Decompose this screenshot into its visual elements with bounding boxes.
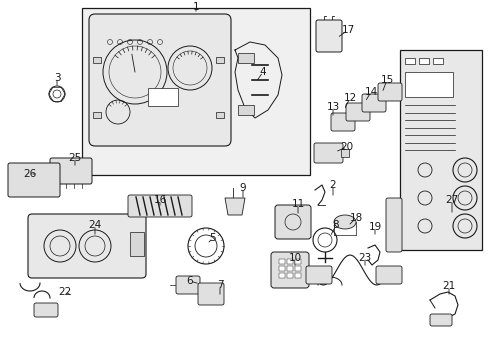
Bar xyxy=(294,273,301,278)
FancyBboxPatch shape xyxy=(198,283,224,305)
Text: 23: 23 xyxy=(358,253,371,263)
Bar xyxy=(238,53,253,63)
Text: 9: 9 xyxy=(239,183,246,193)
Bar xyxy=(216,57,224,63)
Bar xyxy=(404,58,414,64)
Polygon shape xyxy=(224,198,244,215)
Text: 15: 15 xyxy=(380,75,393,85)
FancyBboxPatch shape xyxy=(429,314,451,326)
Bar xyxy=(148,88,178,106)
Text: 1: 1 xyxy=(192,2,199,12)
Bar xyxy=(93,57,101,63)
FancyBboxPatch shape xyxy=(176,276,200,294)
Bar xyxy=(418,58,428,64)
Bar xyxy=(130,232,143,256)
Bar xyxy=(216,112,224,118)
FancyBboxPatch shape xyxy=(385,198,401,252)
FancyBboxPatch shape xyxy=(313,143,342,163)
Bar xyxy=(399,50,481,250)
Text: 19: 19 xyxy=(367,222,381,232)
Text: 4: 4 xyxy=(259,67,266,77)
Text: 11: 11 xyxy=(291,199,304,209)
Text: 8: 8 xyxy=(332,220,339,230)
Text: 18: 18 xyxy=(348,213,362,223)
Text: 2: 2 xyxy=(329,180,336,190)
Text: 26: 26 xyxy=(23,169,37,179)
Text: 10: 10 xyxy=(288,253,301,263)
Bar xyxy=(294,266,301,271)
FancyBboxPatch shape xyxy=(375,266,401,284)
FancyBboxPatch shape xyxy=(28,214,146,278)
Text: 6: 6 xyxy=(186,276,193,286)
Bar xyxy=(432,58,442,64)
FancyBboxPatch shape xyxy=(89,14,230,146)
Bar xyxy=(279,259,285,264)
Ellipse shape xyxy=(333,215,355,229)
Bar xyxy=(404,72,452,97)
Bar xyxy=(279,273,285,278)
FancyBboxPatch shape xyxy=(330,113,354,131)
Text: 12: 12 xyxy=(343,93,356,103)
FancyBboxPatch shape xyxy=(305,266,331,284)
Bar xyxy=(82,8,309,175)
FancyBboxPatch shape xyxy=(270,252,308,288)
FancyBboxPatch shape xyxy=(8,163,60,197)
Bar xyxy=(286,273,292,278)
FancyBboxPatch shape xyxy=(34,303,58,317)
Text: 20: 20 xyxy=(340,142,353,152)
Text: 16: 16 xyxy=(153,195,166,205)
Text: 17: 17 xyxy=(341,25,354,35)
Text: 5: 5 xyxy=(209,233,216,243)
Text: 7: 7 xyxy=(216,280,223,290)
Text: 27: 27 xyxy=(445,195,458,205)
FancyBboxPatch shape xyxy=(377,83,401,101)
Bar xyxy=(340,149,348,157)
Bar xyxy=(279,266,285,271)
Text: 3: 3 xyxy=(54,73,60,83)
FancyBboxPatch shape xyxy=(346,103,369,121)
Text: 13: 13 xyxy=(325,102,339,112)
Bar xyxy=(238,105,253,115)
FancyBboxPatch shape xyxy=(50,158,92,184)
Bar xyxy=(93,112,101,118)
FancyBboxPatch shape xyxy=(315,20,341,52)
Text: 14: 14 xyxy=(364,87,377,97)
Text: 21: 21 xyxy=(442,281,455,291)
Bar xyxy=(294,259,301,264)
Bar xyxy=(286,266,292,271)
Text: 24: 24 xyxy=(88,220,102,230)
Bar xyxy=(286,259,292,264)
FancyBboxPatch shape xyxy=(128,195,192,217)
Text: 25: 25 xyxy=(68,153,81,163)
Text: 22: 22 xyxy=(58,287,71,297)
FancyBboxPatch shape xyxy=(361,94,385,112)
FancyBboxPatch shape xyxy=(274,205,310,239)
